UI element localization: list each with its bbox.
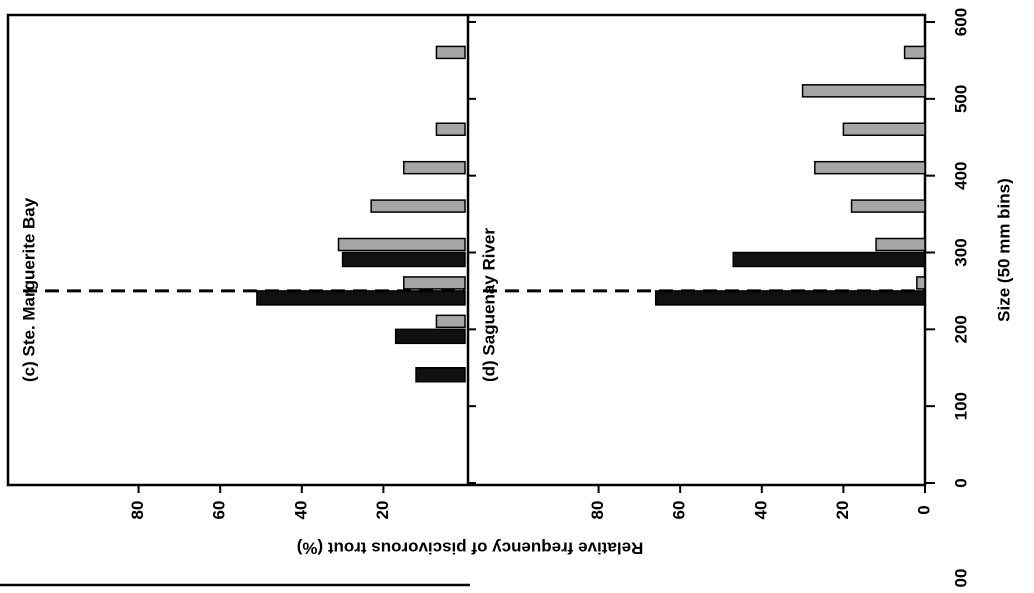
bar xyxy=(842,122,926,136)
bar xyxy=(875,237,926,252)
bar xyxy=(814,160,926,175)
bar xyxy=(801,84,926,98)
y-tick-label: 20 xyxy=(373,501,392,520)
y-tick-label: 60 xyxy=(210,501,229,520)
y-tick-label: 0 xyxy=(914,505,933,514)
x-tick-label: 300 xyxy=(951,238,970,266)
bar xyxy=(435,45,466,60)
bar xyxy=(850,199,926,213)
x-tick-label: 400 xyxy=(951,161,970,189)
y-tick-label: 20 xyxy=(833,501,852,520)
bar xyxy=(394,328,466,345)
x-tick-label: 500 xyxy=(951,85,970,113)
y-tick-label: 80 xyxy=(128,501,147,520)
bar xyxy=(403,160,466,175)
bar xyxy=(256,290,466,306)
x-tick-label: 200 xyxy=(951,315,970,343)
y-tick-label: 60 xyxy=(670,501,689,520)
bar xyxy=(916,276,926,290)
y-tick-label: 80 xyxy=(588,501,607,520)
bar xyxy=(903,45,926,60)
bar xyxy=(732,251,926,268)
bar xyxy=(415,367,466,383)
bar xyxy=(370,199,466,213)
panel-label: (d) Saguenay River xyxy=(479,228,498,382)
x-tick-label: 600 xyxy=(951,8,970,36)
bar xyxy=(654,290,926,306)
bar xyxy=(403,276,466,290)
y-axis-title: Relative frequency of piscivorous trout … xyxy=(297,539,644,558)
x-tick-label: 100 xyxy=(951,392,970,420)
bar xyxy=(337,237,466,252)
y-tick-label: 40 xyxy=(751,501,770,520)
y-tick-label: 40 xyxy=(291,501,310,520)
bar xyxy=(435,314,466,329)
frame xyxy=(6,13,927,487)
x-axis-title: Size (50 mm bins) xyxy=(994,178,1013,322)
x-tick-label: 0 xyxy=(951,478,970,487)
fragment-label: 00 xyxy=(951,569,970,588)
bar xyxy=(435,122,466,136)
bar xyxy=(341,251,466,268)
